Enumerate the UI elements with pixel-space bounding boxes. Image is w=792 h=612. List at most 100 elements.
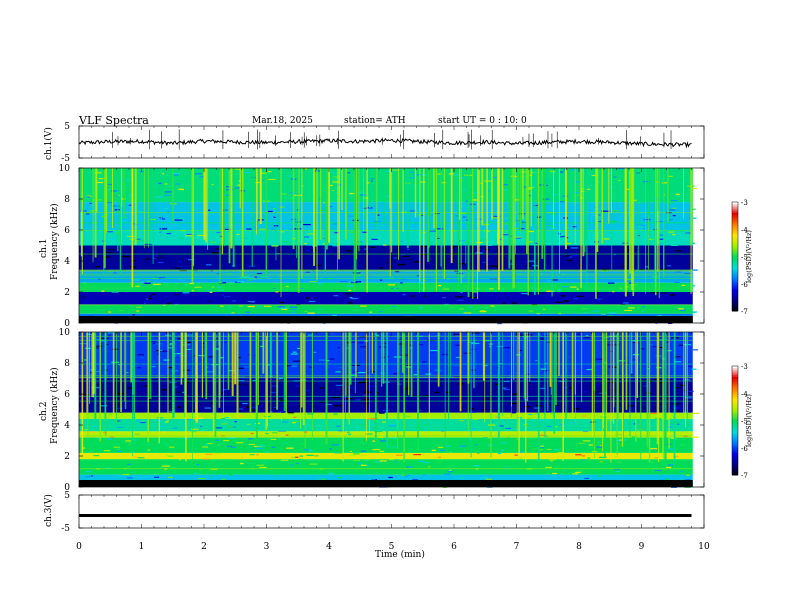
ch2-spectrogram-speckle [528, 413, 533, 416]
ch1-waveform-ytick-label: 5 [64, 122, 70, 132]
ch1-spectrogram-speckle [471, 199, 478, 201]
ch2-spectrogram-speckle [299, 455, 303, 457]
colorbar-cell [732, 256, 738, 259]
ch1-spectrogram-speckle [208, 209, 211, 211]
figure-title: VLF Spectra [79, 114, 149, 127]
colorbar-cell [732, 398, 738, 402]
ch1-spectrogram-speckle [654, 198, 660, 200]
ch2-spectrogram-speckle [360, 464, 368, 466]
ch2-spectrogram-speckle [484, 478, 493, 480]
ch2-spectrogram-speckle [236, 442, 244, 444]
ch2-spectrogram-speckle [653, 437, 659, 439]
ch2-spectrogram-speckle [240, 463, 244, 465]
ch2-spectrogram-speckle [249, 454, 255, 456]
ch2-spectrogram-sferic [147, 332, 150, 443]
ch2-spectrogram-speckle [688, 390, 694, 393]
ch1-spectrogram-sferic [368, 168, 371, 208]
ch1-spectrogram-speckle [572, 202, 577, 204]
ch1-spectrogram-speckle [392, 201, 396, 203]
ch1-spectrogram-sferic [690, 168, 692, 294]
ch2-spectrogram-speckle [177, 391, 182, 393]
ch1-spectrogram-sferic [601, 168, 604, 244]
ch1-spectrogram-sferic [301, 168, 303, 279]
ch2-spectrogram-sferic [410, 332, 413, 397]
ch2-spectrogram-sferic [631, 332, 633, 374]
ch1-spectrogram-speckle [657, 183, 662, 185]
ch2-spectrogram-sferic [668, 332, 670, 449]
ch2-spectrogram-speckle [159, 350, 168, 352]
ch1-spectrogram-speckle [307, 299, 311, 302]
ch2-spectrogram-sferic [234, 332, 237, 385]
ch1-spectrogram-sferic [478, 168, 480, 272]
ch1-spectrogram-speckle [672, 234, 676, 236]
ch1-spectrogram-speckle [246, 228, 252, 230]
ch2-spectrogram-speckle [424, 424, 428, 426]
ch2-spectrogram-speckle [459, 445, 467, 447]
ch1-spectrogram-speckle [332, 172, 336, 174]
ch2-spectrogram-speckle [243, 366, 249, 368]
ch1-spectrogram-sferic [658, 168, 660, 299]
ch2-spectrogram-sferic [448, 332, 450, 421]
ch2-spectrogram-sferic [167, 332, 169, 424]
ch1-spectrogram-sferic [120, 168, 123, 207]
ch1-spectrogram-speckle [479, 310, 487, 313]
ch2-spectrogram-sferic [549, 332, 552, 387]
ch2-spectrogram-speckle [650, 412, 657, 414]
ch1-spectrogram-speckle [659, 238, 665, 240]
ch1-spectrogram-speckle [665, 202, 674, 204]
ch1-spectrogram-speckle [360, 305, 367, 307]
ch2-spectrogram-speckle [354, 431, 358, 434]
ch2-spectrogram-speckle [271, 432, 278, 434]
ch1-spectrogram-speckle [534, 242, 538, 244]
ch2-spectrogram-speckle [389, 437, 398, 439]
ch2-spectrogram-speckle [406, 433, 410, 435]
ch1-spectrogram-speckle [210, 241, 217, 243]
ch2-spectrogram-speckle [596, 441, 603, 443]
ch1-spectrogram-speckle [240, 297, 247, 299]
ch2-spectrogram-sferic [563, 332, 564, 457]
ch1-spectrogram-speckle [437, 285, 442, 287]
ch2-spectrogram-speckle [469, 341, 476, 343]
ch1-spectrogram-speckle [228, 306, 232, 308]
ch2-spectrogram-speckle [430, 349, 439, 352]
ch1-spectrogram-speckle [679, 230, 683, 232]
ch1-spectrogram-speckle [86, 196, 91, 198]
ch2-spectrogram-speckle [186, 381, 190, 383]
ch1-spectrogram-sferic [280, 168, 282, 298]
ch1-spectrogram-speckle [350, 297, 359, 300]
ch2-spectrogram-speckle [499, 425, 504, 427]
ch2-spectrogram-speckle [169, 446, 175, 448]
ch2-spectrogram-speckle [544, 362, 547, 365]
ch1-spectrogram-speckle [145, 298, 149, 300]
ch2-spectrogram-sferic [124, 332, 126, 402]
ch2-spectrogram-speckle [282, 421, 289, 423]
ch2-spectrogram-speckle [471, 429, 476, 431]
ch2-spectrogram-speckle [350, 387, 356, 389]
ch2-spectrogram-sferic [86, 332, 89, 413]
ch2-spectrogram-speckle [228, 437, 237, 439]
ch1-spectrogram-speckle [219, 235, 223, 238]
ch1-spectrogram-speckle [488, 244, 493, 246]
ch1-spectrogram-speckle [502, 302, 506, 304]
ch2-spectrogram-speckle [379, 450, 385, 453]
ch2-spectrogram-sferic [658, 332, 660, 463]
ch2-spectrogram-speckle [117, 420, 121, 422]
ch2-spectrogram-speckle [296, 384, 303, 387]
ch2-spectrogram-speckle [360, 346, 367, 348]
ch2-spectrogram-speckle [136, 420, 142, 422]
ch2-spectrogram-speckle [517, 451, 523, 453]
ch1-spectrogram-ytick-label: 6 [64, 226, 70, 236]
colorbar-cell [732, 460, 738, 463]
ch1-spectrogram-speckle [164, 183, 168, 185]
ch2-spectrogram-speckle [599, 444, 602, 447]
colorbar-cell [732, 393, 738, 396]
ch2-spectrogram-speckle [588, 444, 593, 446]
ch2-spectrogram-band [79, 418, 693, 432]
ch1-spectrogram-speckle [533, 204, 539, 207]
ch1-spectrogram-speckle [108, 248, 115, 251]
ch2-spectrogram-speckle [84, 429, 88, 431]
colorbar-cell [732, 211, 738, 214]
ch1-spectrogram-sferic [148, 168, 151, 231]
ch1-spectrogram-speckle [125, 280, 128, 282]
ch2-spectrogram-speckle [335, 371, 341, 373]
